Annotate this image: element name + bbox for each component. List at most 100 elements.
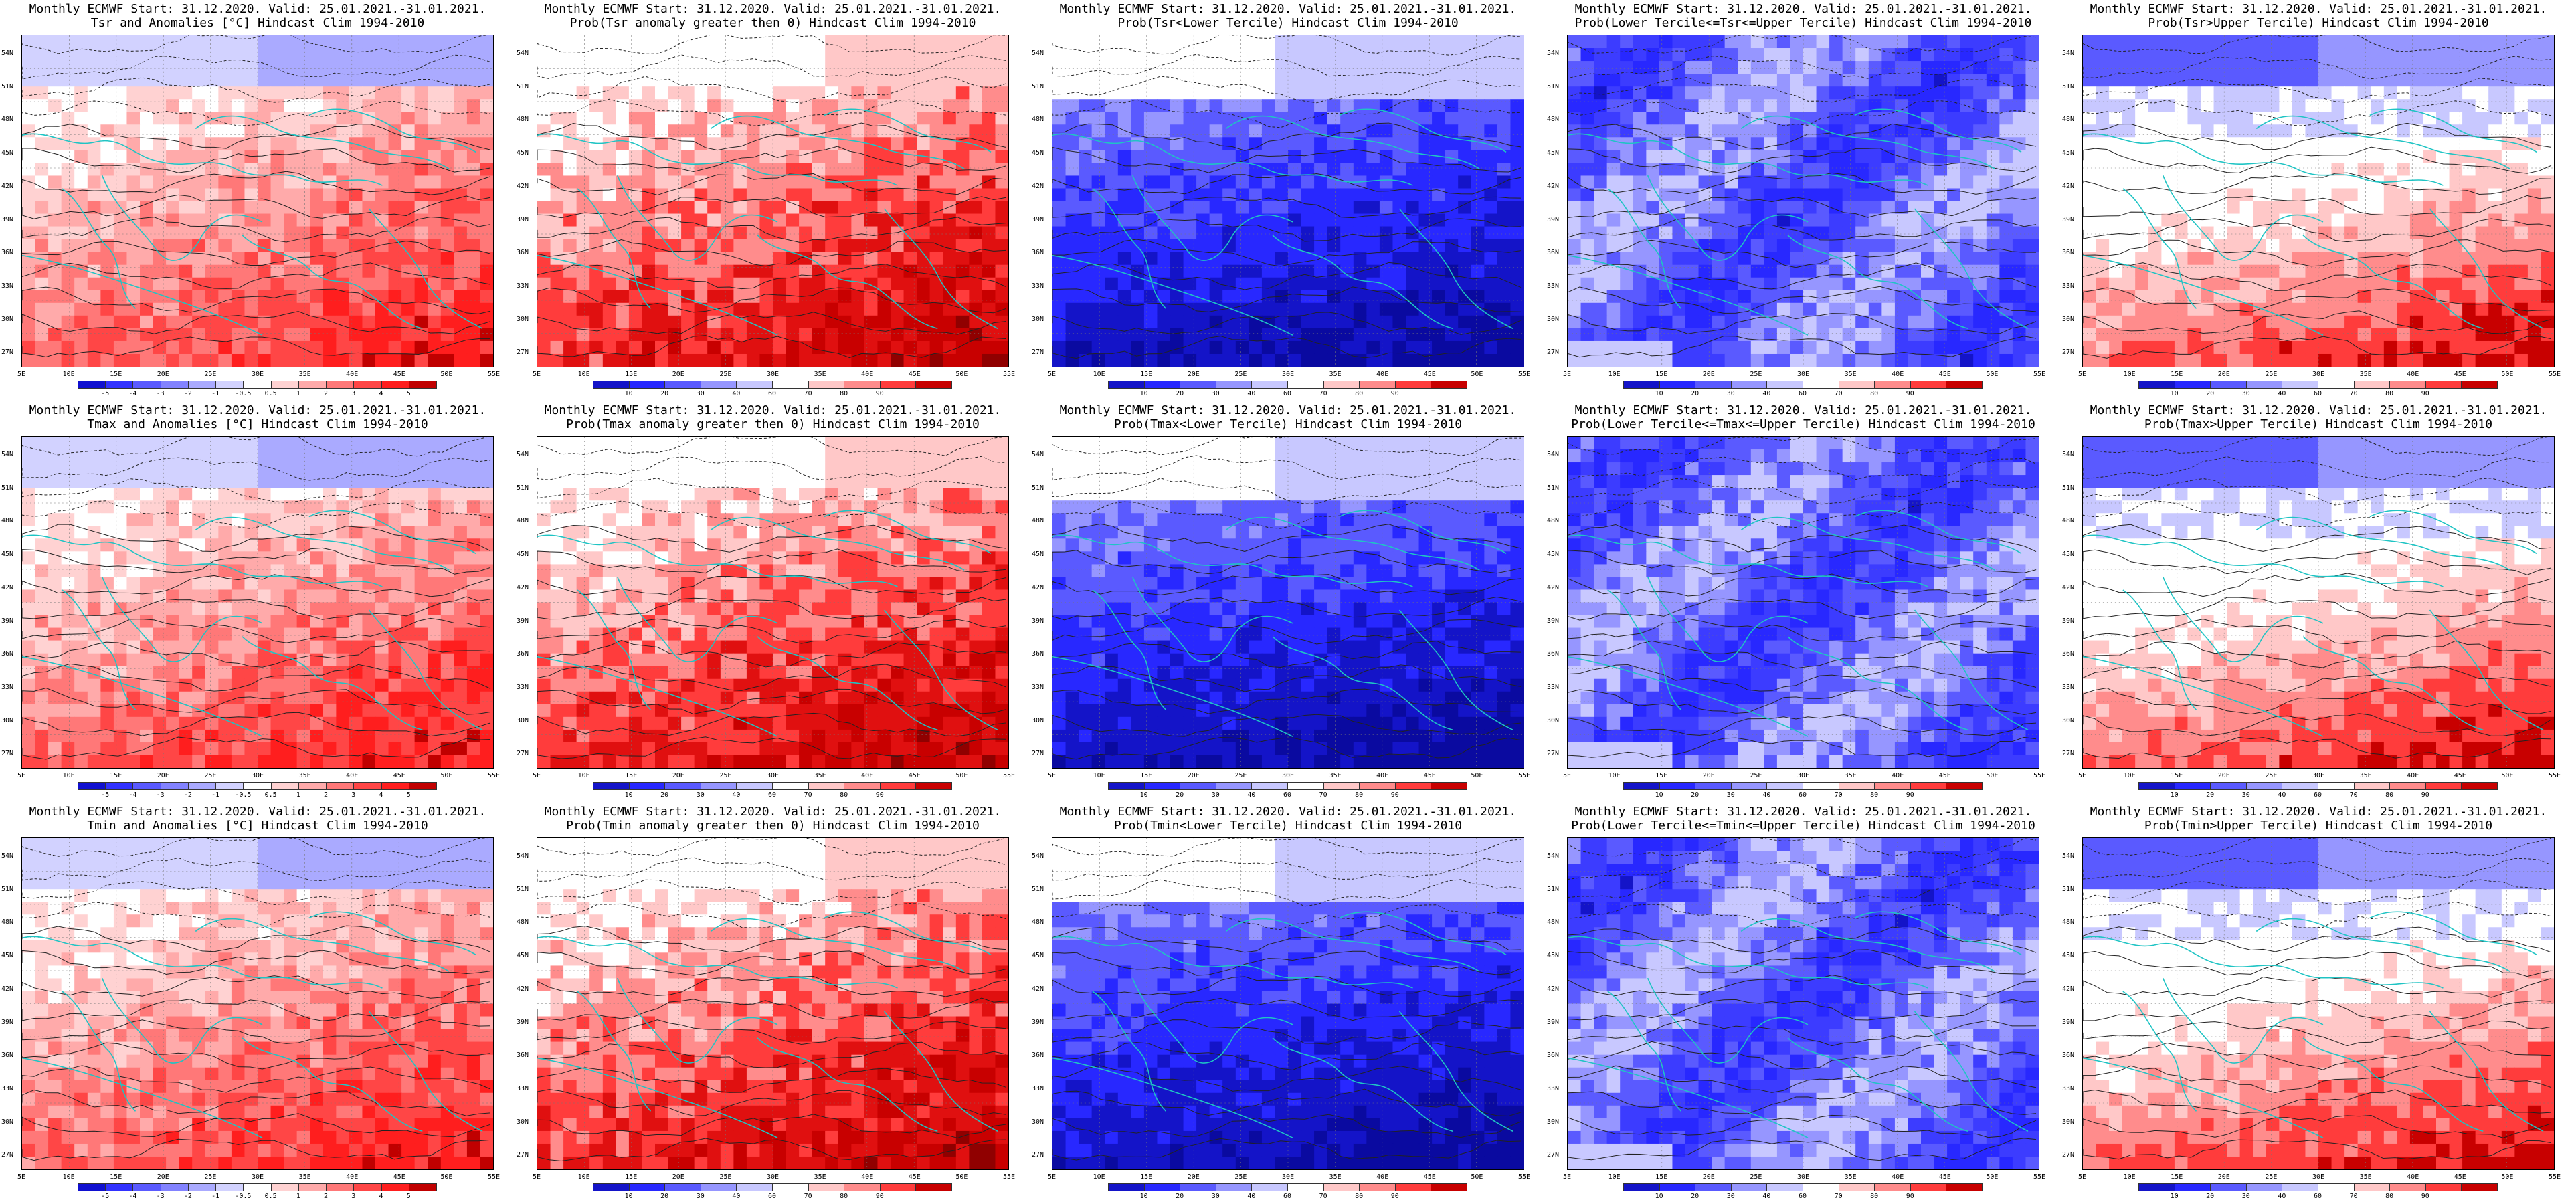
colorbar-segment bbox=[187, 381, 217, 389]
map-panel-r3c1: Monthly ECMWF Start: 31.12.2020. Valid: … bbox=[0, 803, 515, 1204]
lon-tick-label: 5E bbox=[1047, 772, 1056, 779]
lat-tick-label: 30N bbox=[1547, 315, 1560, 323]
colorbar-tick-label: 30 bbox=[696, 791, 705, 799]
colorbar-segment bbox=[1946, 782, 1983, 790]
colorbar-segment bbox=[1108, 782, 1145, 790]
lat-tick-label: 51N bbox=[1032, 885, 1044, 893]
colorbar-tick-label: 5 bbox=[406, 1193, 411, 1200]
colorbar-tick-label: 90 bbox=[875, 791, 884, 799]
lat-tick-label: 48N bbox=[1547, 116, 1560, 124]
colorbar-segment bbox=[844, 1183, 881, 1191]
colorbar-segment bbox=[700, 381, 737, 389]
lat-tick-label: 51N bbox=[1, 484, 14, 492]
colorbar-tick-label: 90 bbox=[875, 1193, 884, 1200]
colorbar-tick-label: 40 bbox=[1762, 1193, 1771, 1200]
colorbar-segment bbox=[1730, 782, 1768, 790]
colorbar-segment bbox=[1659, 381, 1696, 389]
colorbar-segment bbox=[1215, 1183, 1253, 1191]
colorbar-segment bbox=[132, 381, 161, 389]
lat-tick-label: 45N bbox=[1032, 952, 1044, 960]
colorbar-segment bbox=[1287, 1183, 1324, 1191]
panel-title-line1: Monthly ECMWF Start: 31.12.2020. Valid: … bbox=[2090, 2, 2547, 16]
colorbar-segment bbox=[808, 782, 845, 790]
panel-title-line1: Monthly ECMWF Start: 31.12.2020. Valid: … bbox=[29, 403, 486, 417]
colorbar-anomaly bbox=[78, 782, 437, 790]
colorbar-segment bbox=[1695, 381, 1732, 389]
lat-tick-label: 42N bbox=[1, 583, 14, 591]
lon-tick-label: 15E bbox=[1140, 1173, 1153, 1181]
colorbar-tick-label: 20 bbox=[1176, 390, 1184, 397]
colorbar-segment bbox=[2245, 782, 2283, 790]
map-panel-r2c4: Monthly ECMWF Start: 31.12.2020. Valid: … bbox=[1546, 401, 2061, 803]
lon-tick-label: 35E bbox=[1844, 371, 1857, 378]
lat-tick-label: 27N bbox=[1032, 750, 1044, 758]
lon-tick-label: 20E bbox=[1187, 772, 1200, 779]
colorbar-segment bbox=[2389, 782, 2426, 790]
lon-tick-label: 25E bbox=[1750, 1173, 1762, 1181]
lon-tick-label: 5E bbox=[1562, 772, 1572, 779]
colorbar-segment bbox=[2282, 381, 2318, 389]
colorbar-tick-label: 90 bbox=[1390, 390, 1399, 397]
lon-tick-label: 10E bbox=[577, 1173, 590, 1181]
colorbar-tick-label: 80 bbox=[1355, 390, 1364, 397]
panel-title-line1: Monthly ECMWF Start: 31.12.2020. Valid: … bbox=[2090, 805, 2547, 819]
colorbar-tick-label: 30 bbox=[1726, 1193, 1735, 1200]
colorbar-segment bbox=[408, 1183, 437, 1191]
forecast-map-svg bbox=[537, 35, 1009, 367]
lon-tick-label: 10E bbox=[1608, 772, 1621, 779]
colorbar-segment bbox=[1623, 782, 1660, 790]
lat-tick-label: 30N bbox=[2062, 315, 2075, 323]
colorbar-tick-label: 10 bbox=[2170, 1193, 2179, 1200]
panel-title-line2: Prob(Tmin<Lower Tercile) Hindcast Clim 1… bbox=[1113, 819, 1463, 833]
colorbar-segment bbox=[736, 782, 773, 790]
colorbar-probability bbox=[1108, 782, 1467, 790]
colorbar-tick-label: -4 bbox=[128, 1193, 137, 1200]
colorbar-tick-label: 4 bbox=[379, 791, 383, 799]
lat-tick-label: 33N bbox=[2062, 282, 2075, 290]
map-panel-r1c1: Monthly ECMWF Start: 31.12.2020. Valid: … bbox=[0, 0, 515, 401]
lat-tick-label: 39N bbox=[1032, 215, 1044, 223]
lat-tick-label: 48N bbox=[2062, 517, 2075, 525]
lon-tick-label: 30E bbox=[766, 1173, 779, 1181]
colorbar-tick-label: 0.5 bbox=[264, 390, 277, 397]
lat-tick-label: 36N bbox=[517, 1051, 529, 1060]
colorbar-segment bbox=[105, 381, 134, 389]
lon-tick-label: 20E bbox=[2217, 371, 2230, 378]
colorbar-segment bbox=[1394, 1183, 1432, 1191]
panel-title-line2: Prob(Tsr<Lower Tercile) Hindcast Clim 19… bbox=[1117, 16, 1459, 30]
lon-tick-label: 20E bbox=[672, 1173, 684, 1181]
colorbar-tick-label: 80 bbox=[2385, 791, 2394, 799]
lon-tick-label: 30E bbox=[1797, 371, 1810, 378]
colorbar-segment bbox=[105, 782, 134, 790]
colorbar-tick-label: 40 bbox=[2278, 1193, 2286, 1200]
lat-tick-label: 27N bbox=[1032, 348, 1044, 357]
colorbar-segment bbox=[1659, 782, 1696, 790]
lon-tick-label: 45E bbox=[1938, 1173, 1951, 1181]
colorbar-tick-label: -5 bbox=[101, 791, 110, 799]
lon-tick-label: 10E bbox=[1608, 371, 1621, 378]
colorbar-tick-label: 1 bbox=[296, 390, 300, 397]
panel-title-line2: Tmax and Anomalies [°C] Hindcast Clim 19… bbox=[87, 417, 428, 431]
lon-tick-label: 5E bbox=[2078, 772, 2087, 779]
colorbar-tick-label: 2 bbox=[324, 1193, 329, 1200]
colorbar-segment bbox=[1215, 381, 1253, 389]
colorbar-tick-label: -2 bbox=[183, 1193, 192, 1200]
lon-tick-label: 5E bbox=[1562, 1173, 1572, 1181]
lon-tick-label: 45E bbox=[1423, 371, 1436, 378]
lon-tick-label: 35E bbox=[298, 772, 311, 779]
lat-tick-label: 51N bbox=[1547, 484, 1560, 492]
lon-tick-label: 5E bbox=[1047, 371, 1056, 378]
forecast-map-svg bbox=[21, 837, 494, 1170]
colorbar-tick-label: -2 bbox=[183, 791, 192, 799]
lon-tick-label: 20E bbox=[2217, 772, 2230, 779]
lat-tick-label: 48N bbox=[517, 517, 529, 525]
lat-tick-label: 30N bbox=[1, 716, 14, 724]
panel-title-line1: Monthly ECMWF Start: 31.12.2020. Valid: … bbox=[544, 403, 1002, 417]
lon-tick-label: 20E bbox=[1702, 1173, 1715, 1181]
colorbar-tick-label: 0.5 bbox=[264, 791, 277, 799]
map-area bbox=[21, 837, 494, 1170]
colorbar-tick-label: 30 bbox=[2241, 1193, 2250, 1200]
lon-tick-label: 10E bbox=[2123, 1173, 2136, 1181]
colorbar-segment bbox=[353, 381, 382, 389]
forecast-map-svg bbox=[1567, 436, 2039, 769]
